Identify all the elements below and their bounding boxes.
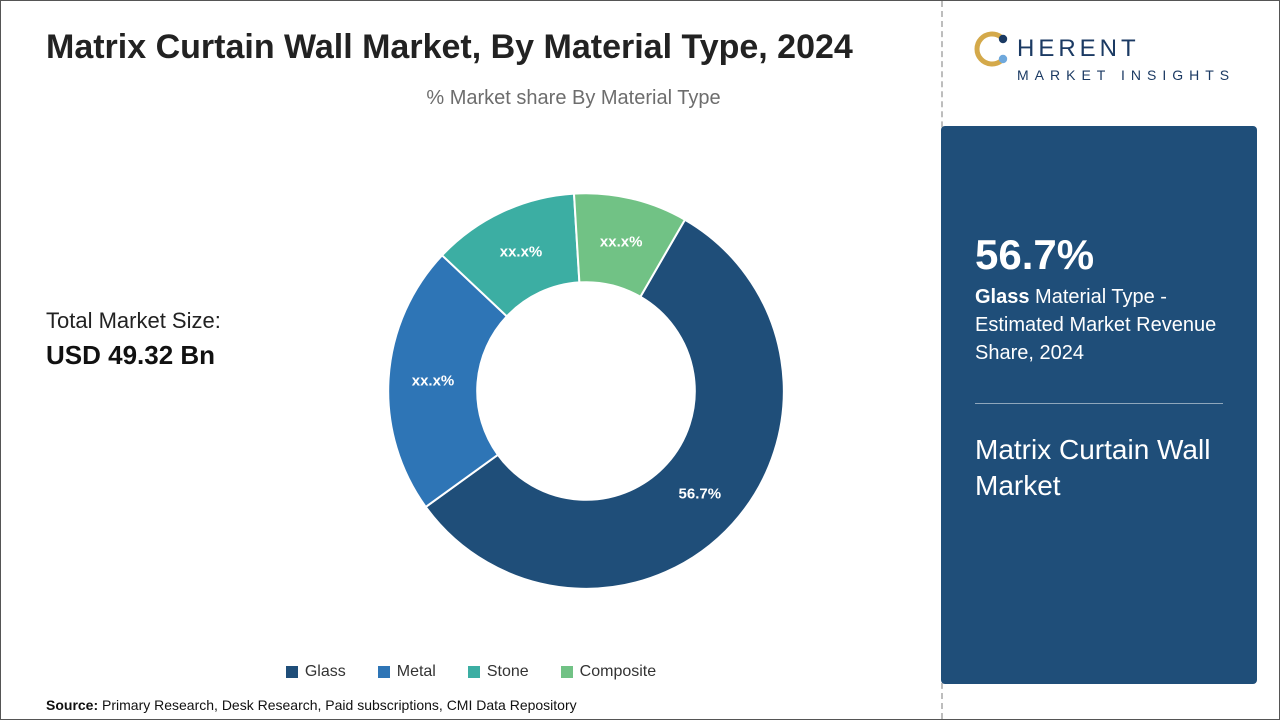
- legend-swatch-icon: [286, 666, 298, 678]
- chart-title: Matrix Curtain Wall Market, By Material …: [46, 26, 866, 69]
- legend-item-stone: Stone: [468, 663, 529, 681]
- main-area: Matrix Curtain Wall Market, By Material …: [1, 1, 941, 719]
- legend-label: Stone: [487, 663, 529, 681]
- right-area: HERENT MARKET INSIGHTS 56.7% Glass Mater…: [941, 1, 1279, 719]
- legend-item-glass: Glass: [286, 663, 346, 681]
- donut-chart: 56.7% xx.x% xx.x% xx.x%: [371, 176, 801, 606]
- logo-text: HERENT: [1017, 35, 1140, 63]
- legend-swatch-icon: [468, 666, 480, 678]
- legend-swatch-icon: [378, 666, 390, 678]
- highlight-desc-bold: Glass: [975, 286, 1029, 308]
- slice-label-metal: xx.x%: [412, 373, 455, 390]
- slice-label-composite: xx.x%: [600, 233, 643, 250]
- highlight-desc: Glass Material Type - Estimated Market R…: [975, 283, 1223, 367]
- legend-label: Glass: [305, 663, 346, 681]
- stat-panel: 56.7% Glass Material Type - Estimated Ma…: [941, 126, 1257, 684]
- chart-legend: Glass Metal Stone Composite: [1, 663, 941, 681]
- source-line: Source: Primary Research, Desk Research,…: [46, 697, 577, 713]
- brand-logo: HERENT MARKET INSIGHTS: [971, 29, 1259, 83]
- legend-label: Composite: [580, 663, 656, 681]
- infographic-frame: Matrix Curtain Wall Market, By Material …: [0, 0, 1280, 720]
- logo-subtext: MARKET INSIGHTS: [1017, 67, 1259, 83]
- slice-label-glass: 56.7%: [679, 485, 722, 502]
- legend-item-composite: Composite: [561, 663, 656, 681]
- panel-market-name: Matrix Curtain Wall Market: [975, 432, 1223, 505]
- chart-subtitle: % Market share By Material Type: [226, 87, 921, 110]
- highlight-stat: 56.7%: [975, 231, 1223, 279]
- total-market-label: Total Market Size:: [46, 308, 221, 334]
- source-label: Source:: [46, 697, 98, 713]
- legend-label: Metal: [397, 663, 436, 681]
- logo-mark-icon: [971, 29, 1011, 69]
- slice-label-stone: xx.x%: [500, 244, 543, 261]
- total-market-value: USD 49.32 Bn: [46, 340, 221, 371]
- panel-divider: [975, 403, 1223, 404]
- legend-item-metal: Metal: [378, 663, 436, 681]
- total-market-block: Total Market Size: USD 49.32 Bn: [46, 308, 221, 371]
- source-text: Primary Research, Desk Research, Paid su…: [98, 697, 577, 713]
- legend-swatch-icon: [561, 666, 573, 678]
